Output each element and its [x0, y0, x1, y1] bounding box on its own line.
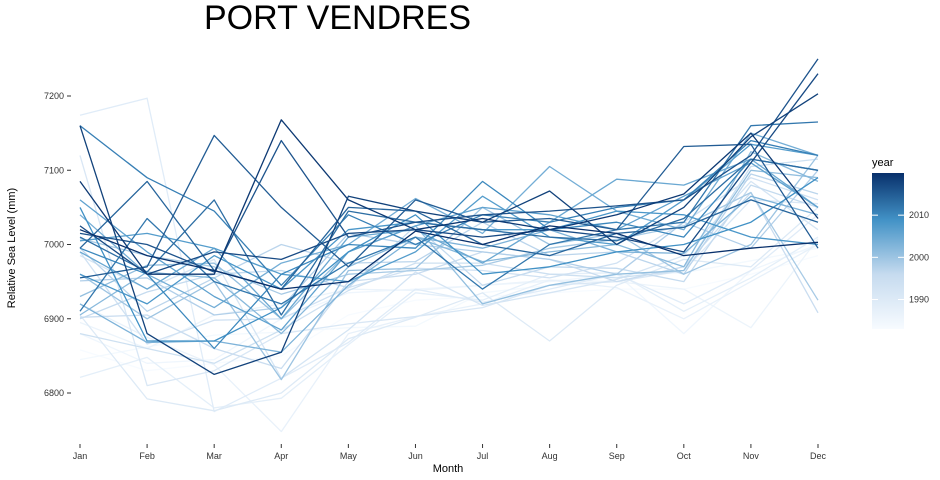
series-line-1997	[79, 173, 819, 312]
series-line-2004	[79, 132, 819, 309]
series-line-2015	[79, 134, 819, 279]
series-line-1994	[79, 158, 819, 364]
series-line-1993	[79, 177, 819, 345]
x-tick-label: Jan	[73, 451, 88, 461]
series-line-2010	[79, 158, 819, 350]
x-tick-label: Apr	[274, 451, 288, 461]
legend-tick-label: 2000	[909, 252, 929, 262]
x-tick-label: Aug	[542, 451, 558, 461]
series-lines	[79, 58, 819, 433]
year-legend: year 1990 2000 2010	[872, 157, 929, 329]
series-line-2012	[79, 121, 819, 312]
x-axis-title: Month	[433, 463, 464, 475]
series-line-2019	[79, 119, 819, 275]
series-line-2002	[79, 151, 819, 335]
y-tick-label: 7200	[44, 91, 64, 101]
series-line-2009	[79, 177, 819, 342]
y-axis-title: Relative Sea Level (mm)	[6, 188, 18, 308]
series-line-1988	[79, 236, 819, 409]
x-tick-label: Oct	[677, 451, 692, 461]
series-line-1998	[79, 169, 819, 316]
series-line-2013	[79, 158, 819, 316]
x-tick-label: Mar	[206, 451, 222, 461]
x-tick-label: May	[340, 451, 358, 461]
series-line-1986	[79, 238, 819, 350]
series-line-1989	[79, 97, 819, 413]
legend-tick-label: 2010	[909, 210, 929, 220]
series-line-2020	[79, 225, 819, 290]
legend-colorbar	[872, 173, 904, 329]
chart-title: PORT VENDRES	[204, 0, 471, 37]
series-line-2011	[79, 125, 819, 286]
x-tick-label: Nov	[743, 451, 760, 461]
x-tick-label: Jul	[477, 451, 489, 461]
series-line-2007	[79, 143, 819, 283]
series-line-1983	[79, 254, 819, 372]
x-tick-label: Sep	[609, 451, 625, 461]
series-line-1999	[79, 191, 819, 301]
y-tick-label: 7000	[44, 240, 64, 250]
x-tick-label: Feb	[139, 451, 155, 461]
legend-tick-label: 1990	[909, 294, 929, 304]
series-line-2018	[79, 93, 819, 376]
y-axis: 6800 6900 7000 7100 7200	[44, 91, 71, 398]
x-tick-label: Jun	[408, 451, 423, 461]
x-tick-label: Dec	[810, 451, 827, 461]
y-tick-label: 6900	[44, 314, 64, 324]
series-line-2017	[79, 73, 819, 275]
x-axis: Jan Feb Mar Apr May Jun Jul Aug Sep Oct Nov Dec	[73, 444, 827, 461]
y-tick-label: 6800	[44, 388, 64, 398]
series-line-1990	[79, 206, 819, 412]
y-tick-label: 7100	[44, 165, 64, 175]
legend-title: year	[872, 157, 894, 169]
series-line-1991	[79, 155, 819, 387]
